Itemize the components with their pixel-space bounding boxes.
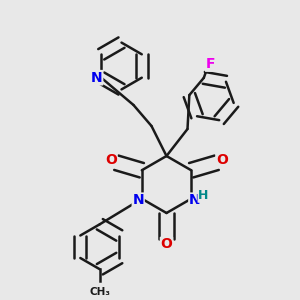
Text: O: O <box>216 153 228 167</box>
Text: F: F <box>206 57 215 71</box>
Text: N: N <box>132 193 144 207</box>
Text: N: N <box>189 193 201 207</box>
Text: CH₃: CH₃ <box>89 287 110 297</box>
Text: O: O <box>160 238 172 251</box>
Text: N: N <box>91 71 103 85</box>
Text: O: O <box>105 153 117 167</box>
Text: H: H <box>198 189 208 202</box>
